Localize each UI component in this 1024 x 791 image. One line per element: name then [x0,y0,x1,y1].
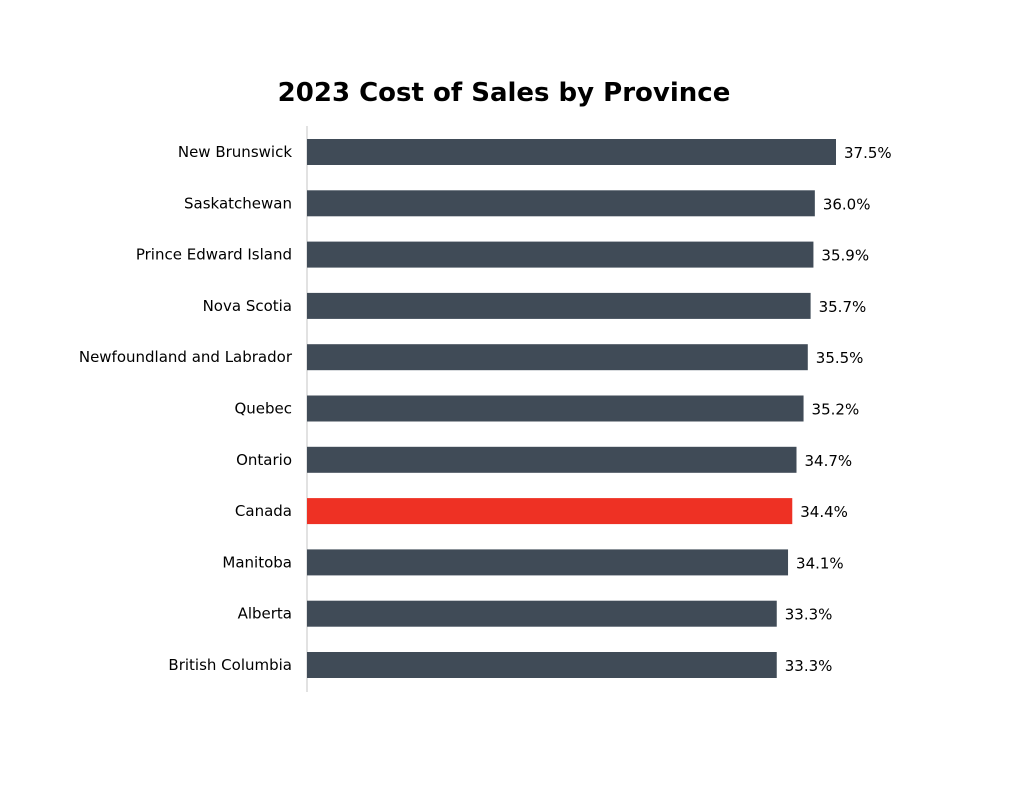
value-label: 34.4% [800,503,848,521]
bar-newfoundland-and-labrador [307,344,808,371]
value-label: 34.1% [796,554,844,572]
bar-saskatchewan [307,190,815,217]
category-label: Nova Scotia [203,297,292,315]
category-label: Quebec [234,400,292,418]
category-label: Alberta [238,605,292,623]
value-label: 36.0% [823,195,871,213]
bar-quebec [307,395,804,422]
bar-nova-scotia [307,292,811,319]
category-label: Canada [235,502,292,520]
value-label: 35.5% [816,349,864,367]
value-label: 35.9% [821,247,869,265]
bar-canada [307,498,793,525]
bar-ontario [307,446,797,473]
category-label: New Brunswick [178,143,292,161]
category-label: Newfoundland and Labrador [79,348,293,366]
bar-alberta [307,600,777,627]
category-label: Prince Edward Island [136,246,292,264]
chart-title: 2023 Cost of Sales by Province [277,78,731,108]
value-label: 33.3% [785,606,833,624]
bar-manitoba [307,549,789,576]
value-label: 35.7% [819,298,867,316]
category-label: British Columbia [168,656,292,674]
bar-prince-edward-island [307,241,814,268]
bar-british-columbia [307,652,777,678]
bar-new-brunswick [307,139,836,165]
category-label: Saskatchewan [184,194,292,212]
value-label: 33.3% [785,657,833,675]
category-label: Ontario [236,451,292,469]
category-label: Manitoba [222,553,292,571]
value-label: 35.2% [812,401,860,419]
value-label: 34.7% [805,452,853,470]
value-label: 37.5% [844,144,892,162]
